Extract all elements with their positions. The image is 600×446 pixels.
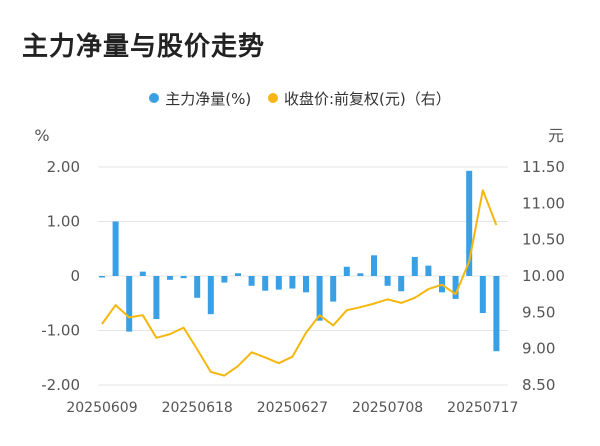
net-volume-bar bbox=[153, 276, 160, 320]
net-volume-bar bbox=[479, 276, 486, 314]
net-volume-bar bbox=[126, 276, 133, 332]
x-axis-tick-label: 20250708 bbox=[352, 400, 423, 416]
net-volume-bar bbox=[275, 276, 282, 290]
right-axis-tick-label: 9.50 bbox=[522, 303, 555, 321]
left-axis-unit: % bbox=[34, 126, 49, 145]
net-volume-bar bbox=[235, 273, 241, 276]
right-axis-tick-label: 11.00 bbox=[522, 194, 565, 212]
chart-title: 主力净量与股价走势 bbox=[22, 32, 266, 62]
x-axis-tick-label: 20250717 bbox=[447, 400, 518, 416]
x-axis-tick-label: 20250627 bbox=[257, 400, 328, 416]
close-price-line bbox=[101, 189, 498, 377]
net-volume-bar bbox=[371, 255, 377, 276]
net-volume-bar bbox=[289, 276, 296, 289]
net-volume-bar bbox=[466, 170, 473, 276]
right-axis-tick-label: 11.50 bbox=[522, 158, 565, 176]
net-volume-bar bbox=[303, 276, 309, 293]
net-volume-bar bbox=[357, 273, 364, 276]
net-volume-bar bbox=[330, 276, 337, 302]
net-volume-bar bbox=[221, 276, 228, 283]
net-volume-bar bbox=[493, 276, 500, 352]
right-axis-tick-label: 10.50 bbox=[522, 231, 565, 249]
legend-label-net-volume: 主力净量(%) bbox=[165, 90, 252, 108]
net-volume-bar bbox=[316, 276, 323, 321]
net-volume-bar bbox=[207, 276, 214, 315]
net-volume-bar bbox=[452, 276, 459, 299]
legend: 主力净量(%) 收盘价:前复权(元)（右） bbox=[0, 88, 600, 109]
left-axis-tick-label: 2.00 bbox=[47, 158, 80, 176]
legend-item-close-price[interactable]: 收盘价:前复权(元)（右） bbox=[267, 88, 451, 109]
net-volume-bar bbox=[384, 276, 391, 286]
right-axis-unit: 元 bbox=[548, 126, 564, 145]
net-volume-bar bbox=[99, 276, 105, 278]
net-volume-bar bbox=[411, 256, 418, 276]
net-volume-bar bbox=[343, 266, 350, 276]
left-axis-tick-label: -1.00 bbox=[41, 322, 80, 340]
legend-label-close-price: 收盘价:前复权(元)（右） bbox=[283, 90, 451, 108]
x-axis-tick-label: 20250609 bbox=[66, 400, 137, 416]
right-axis-tick-label: 10.00 bbox=[522, 267, 565, 285]
legend-marker-close-price bbox=[267, 92, 278, 103]
legend-marker-net-volume bbox=[149, 92, 160, 103]
net-volume-bar bbox=[262, 276, 269, 291]
legend-item-net-volume[interactable]: 主力净量(%) bbox=[149, 88, 251, 109]
net-volume-bar bbox=[398, 276, 405, 292]
left-axis-tick-label: 1.00 bbox=[47, 213, 80, 231]
right-axis-tick-label: 9.00 bbox=[522, 340, 555, 358]
left-axis-tick-label: -2.00 bbox=[41, 376, 80, 394]
left-axis-tick-label: 0 bbox=[70, 267, 80, 285]
right-axis-tick-label: 8.50 bbox=[522, 376, 555, 394]
net-volume-bar bbox=[194, 276, 201, 298]
net-volume-bar bbox=[139, 271, 146, 276]
net-volume-bar bbox=[112, 221, 119, 276]
net-volume-bar bbox=[425, 265, 432, 276]
net-volume-bar bbox=[180, 276, 187, 279]
net-volume-bar bbox=[248, 276, 255, 286]
net-volume-bar bbox=[167, 276, 173, 280]
x-axis-tick-label: 20250618 bbox=[162, 400, 233, 416]
